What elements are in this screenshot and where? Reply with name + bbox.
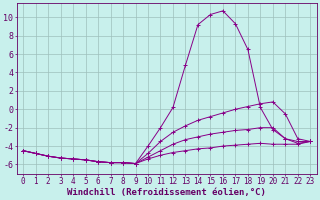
X-axis label: Windchill (Refroidissement éolien,°C): Windchill (Refroidissement éolien,°C) [67, 188, 266, 197]
